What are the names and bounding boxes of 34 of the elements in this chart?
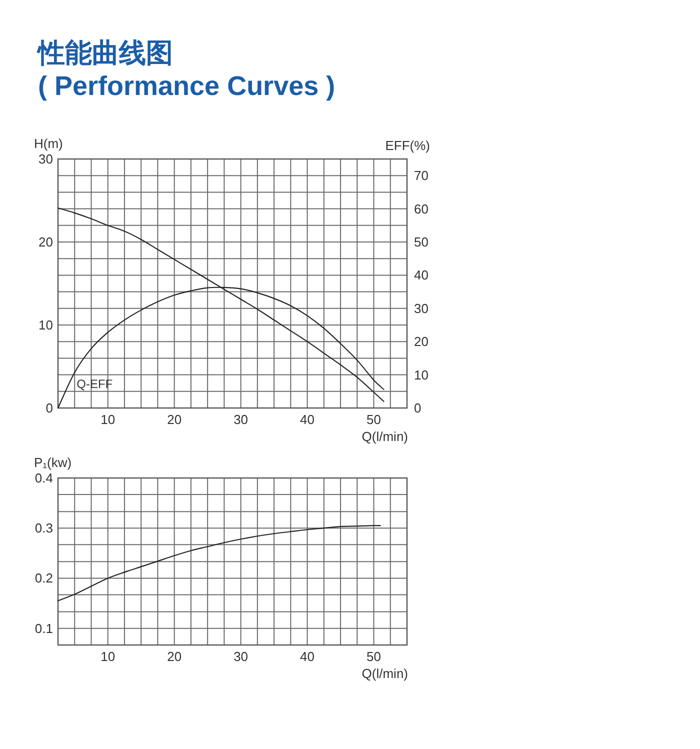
y-tick-label: 0.4 [34,470,53,486]
y2-tick-label: 0 [414,400,422,416]
chart-subtitle: ( Performance Curves ) [38,71,336,101]
y-tick-label: 0.3 [34,520,53,536]
chart-title: 性能曲线图 [36,38,173,68]
y-tick-label: 30 [38,152,53,166]
x-tick-label: 40 [300,412,315,427]
x-tick-label: 30 [234,412,248,427]
y-tick-label: 10 [38,318,53,332]
y2-tick-label: 50 [414,234,428,250]
x-tick-label: 10 [100,649,116,664]
x-tick-label: 20 [167,649,182,664]
y2-tick-label: 70 [414,168,428,184]
x-axis-title: Q(l/min) [362,429,408,444]
y2-axis-title: EFF(%) [385,138,430,153]
y-tick-label: 0 [46,400,53,416]
y-tick-label: 0.1 [34,620,53,636]
y-axis-title: P₁(kw) [34,455,72,470]
x-tick-label: 10 [100,412,116,427]
y2-tick-label: 10 [414,367,428,382]
line-series [57,525,381,602]
y-tick-label: 0.2 [34,570,53,586]
y-tick-label: 20 [38,234,53,250]
x-axis-title: Q(l/min) [362,666,408,681]
y2-tick-label: 20 [414,334,428,350]
x-tick-label: 40 [300,649,315,664]
y-axis-title: H(m) [34,136,63,151]
x-tick-label: 50 [366,649,381,664]
y2-tick-label: 30 [414,300,428,316]
y2-tick-label: 60 [414,201,428,216]
x-tick-label: 50 [366,412,381,427]
y2-tick-label: 40 [414,268,428,283]
x-tick-label: 30 [234,649,248,664]
x-tick-label: 20 [167,412,182,427]
